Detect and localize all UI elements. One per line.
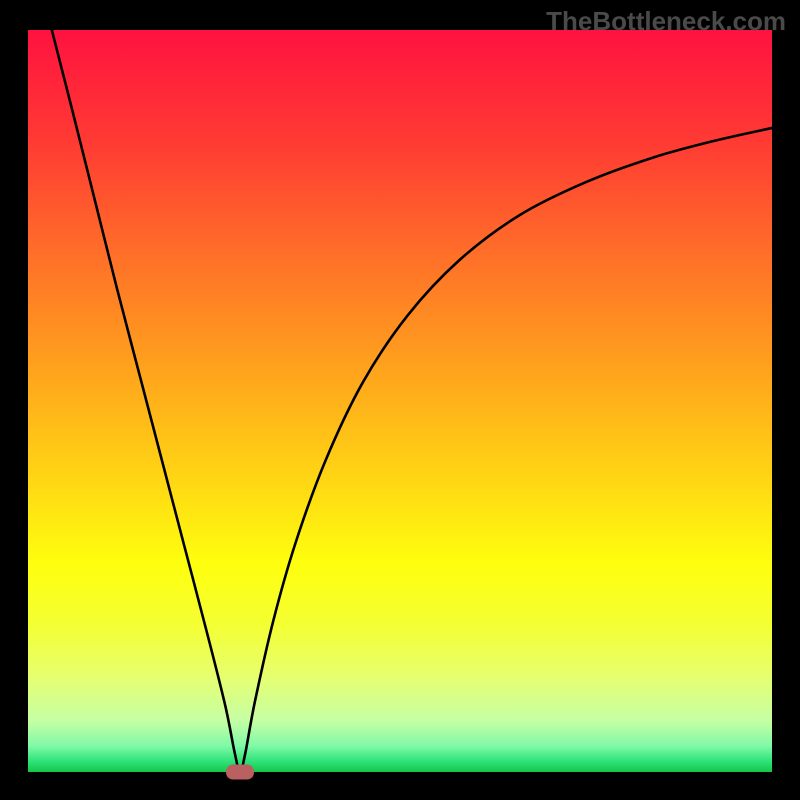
watermark-text: TheBottleneck.com xyxy=(546,6,786,37)
plot-gradient-area xyxy=(28,30,772,772)
chart-container: TheBottleneck.com xyxy=(0,0,800,800)
valley-marker xyxy=(226,765,254,780)
